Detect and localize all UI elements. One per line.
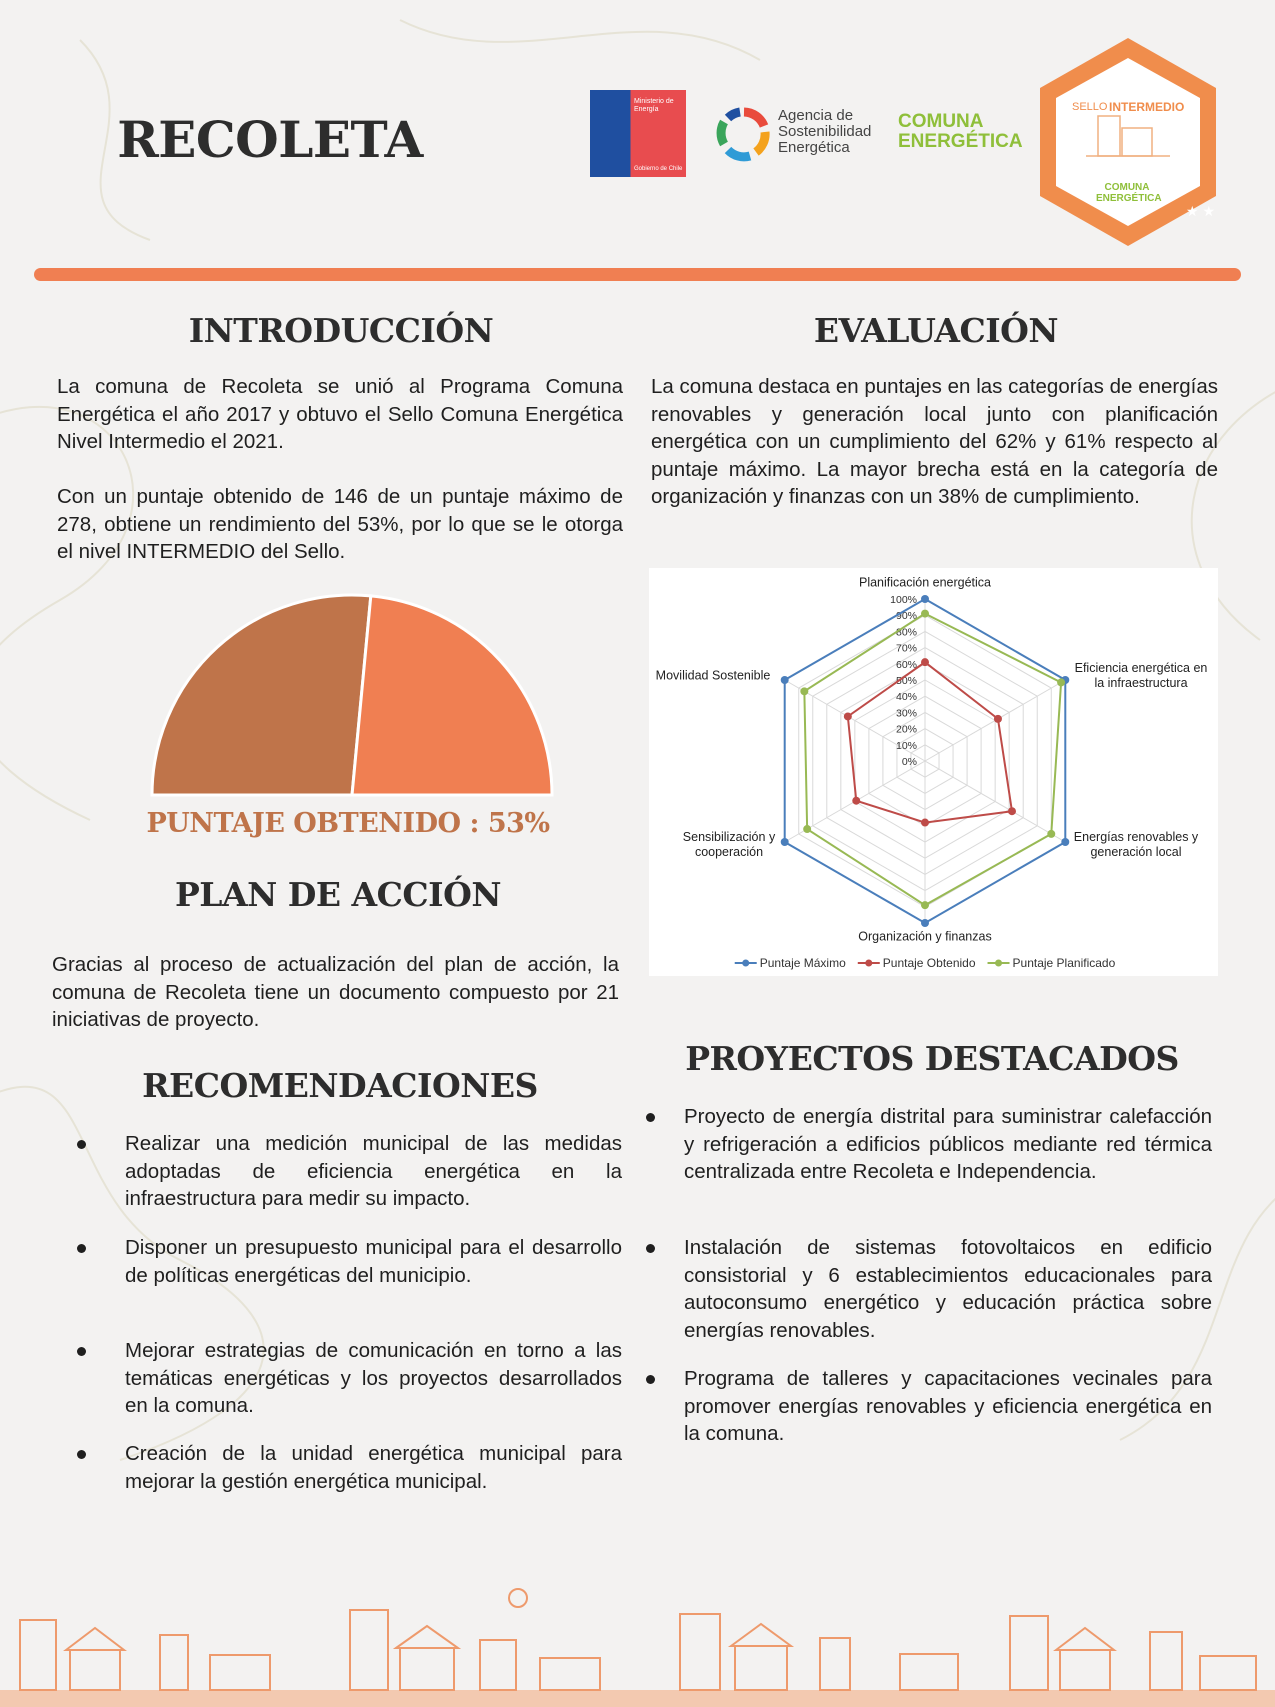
list-item: Disponer un presupuesto municipal para e… [125, 1236, 622, 1287]
tick-label: 60% [896, 659, 917, 671]
tick-label: 70% [896, 643, 917, 655]
tick-label: 80% [896, 626, 917, 638]
radar-point [921, 658, 929, 667]
axis-label: Organización y finanzas [858, 929, 992, 944]
tick-label: 100% [890, 594, 917, 606]
section-heading: PLAN DE ACCIÓN [174, 875, 502, 914]
list-item: Instalación de sistemas fotovoltaicos en… [684, 1236, 1212, 1342]
agency-name: Agencia de Sostenibilidad Energética [778, 107, 872, 156]
bullet [77, 1450, 86, 1459]
ministry-logo: Ministerio de Energía Gobierno de Chile [590, 90, 686, 177]
radar-point [1057, 678, 1066, 687]
paragraph: La comuna de Recoleta se unió al Program… [57, 375, 623, 453]
radar-point [993, 714, 1002, 723]
radar-point [780, 838, 789, 846]
radar-line [846, 660, 1014, 824]
badge-program: COMUNA ENERGÉTICA [1096, 182, 1162, 204]
list-item: Proyecto de energía distrital para sumin… [684, 1105, 1212, 1183]
list-item: Programa de talleres y capacitaciones ve… [684, 1367, 1212, 1445]
bullet [646, 1375, 655, 1384]
radar-point [800, 687, 809, 696]
legend-label: Puntaje Máximo [760, 956, 846, 970]
legend-label: Puntaje Obtenido [883, 956, 976, 970]
axis-label: Energías renovables y generación local [1073, 830, 1199, 859]
paragraph: Con un puntaje obtenido de 146 de un pun… [57, 485, 623, 563]
gauge-slice [350, 594, 554, 797]
list-item: Creación de la unidad energética municip… [125, 1442, 622, 1493]
legend-label: Puntaje Planificado [1013, 956, 1116, 970]
legend-marker [865, 959, 873, 967]
list-item: Mejorar estrategias de comunicación en t… [125, 1339, 622, 1417]
section-heading: INTRODUCCIÓN [188, 311, 494, 350]
radar-point [843, 712, 852, 721]
section-heading: PROYECTOS DESTACADOS [685, 1039, 1179, 1078]
radar-spoke [924, 760, 1066, 843]
radar-point [1061, 838, 1070, 846]
footer-skyline [0, 1588, 1275, 1707]
section-heading: EVALUACIÓN [813, 311, 1059, 350]
bullet [77, 1244, 86, 1253]
header-divider [34, 268, 1241, 281]
legend-marker [995, 959, 1003, 967]
bullet [77, 1347, 86, 1356]
radar-point [921, 919, 929, 927]
radar-point [1047, 829, 1056, 838]
axis-label: Eficiencia energética en la infraestruct… [1074, 661, 1208, 690]
axis-label: Sensibilización y cooperación [682, 830, 776, 859]
gauge-chart [150, 593, 554, 797]
gauge-title: PUNTAJE OBTENIDO : 53% [146, 808, 550, 839]
ministry-name: Ministerio de Energía [634, 98, 674, 113]
paragraph: La comuna destaca en puntajes en las cat… [651, 375, 1218, 508]
radar-line [803, 612, 1063, 907]
program-logo: COMUNA ENERGÉTICA [898, 111, 1023, 152]
bullet [646, 1244, 655, 1253]
radar-point [852, 796, 861, 805]
radar-point [803, 825, 812, 834]
radar-point [921, 595, 929, 603]
radar-point [1007, 807, 1016, 816]
tick-label: 40% [896, 691, 917, 703]
section-heading: RECOMENDACIONES [142, 1066, 538, 1105]
badge: ★ ★ [1040, 38, 1216, 246]
government-name: Gobierno de Chile [634, 166, 683, 172]
radar-chart: 0% 10% 20% 30% 40% 50% 60% 70% 80% 90% 100% Puntaje… [649, 568, 1218, 976]
axis-label: Planificación energética [858, 575, 992, 590]
radar-point [780, 676, 789, 684]
list-item: Realizar una medición municipal de las m… [125, 1132, 622, 1210]
radar-spoke [784, 679, 926, 762]
axis-label: Movilidad Sostenible [655, 668, 771, 683]
legend-marker [742, 959, 750, 967]
bullet [77, 1140, 86, 1149]
tick-label: 10% [896, 740, 917, 752]
tick-label: 20% [896, 724, 917, 736]
radar-point [921, 901, 929, 910]
bullet [646, 1113, 655, 1122]
paragraph: Gracias al proceso de actualización del … [52, 953, 619, 1031]
badge-level: INTERMEDIO [1109, 100, 1185, 114]
gauge-slice [150, 593, 373, 797]
legend: Puntaje Máximo Puntaje Obtenido Puntaje Pl… [734, 956, 1116, 970]
agency-icon [716, 107, 770, 162]
page-title: RECOLETA [117, 110, 423, 169]
badge-prefix: SELLO [1072, 101, 1108, 113]
svg-text:★ ★: ★ ★ [1186, 203, 1215, 219]
radar-point [921, 818, 929, 827]
tick-label: 30% [896, 707, 917, 719]
radar-point [921, 609, 929, 618]
tick-label: 0% [902, 756, 917, 768]
radar-plot: 0%10%20%30%40%50%60%70%80%90%100%Puntaje… [734, 594, 1116, 970]
